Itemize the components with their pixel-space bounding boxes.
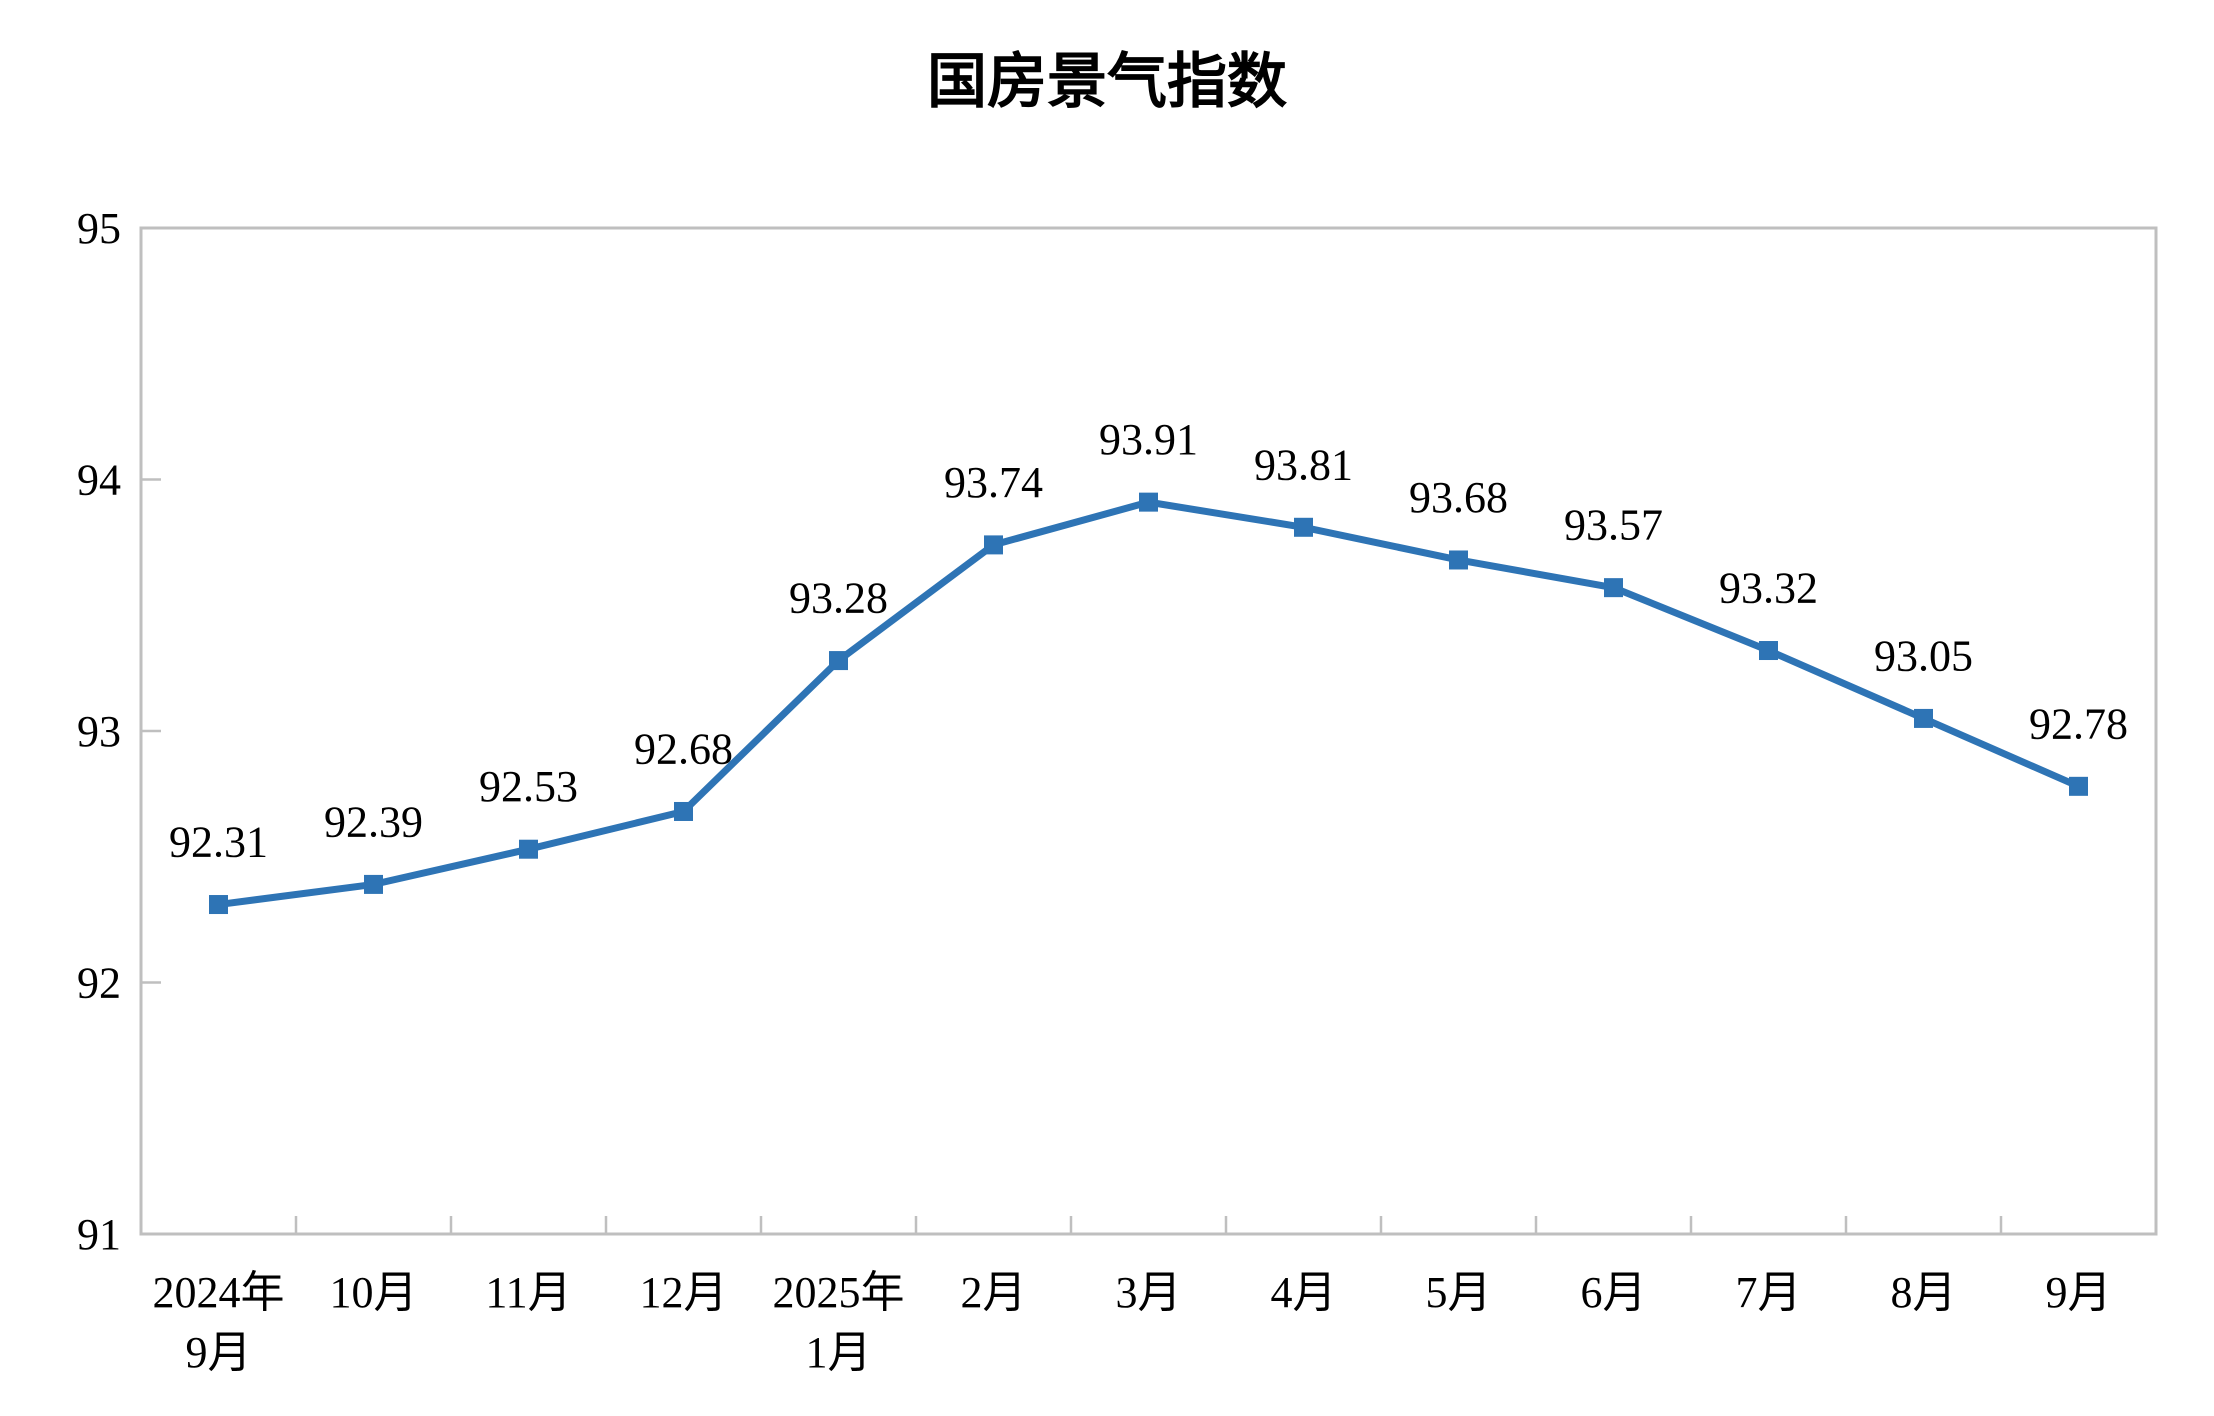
index-line bbox=[215, 498, 2082, 909]
data-point-label: 93.74 bbox=[944, 458, 1043, 507]
data-point-label: 92.31 bbox=[169, 818, 268, 867]
data-point-label: 93.32 bbox=[1719, 564, 1818, 613]
data-point-label: 93.91 bbox=[1099, 415, 1198, 464]
data-point-marker bbox=[519, 839, 538, 859]
x-axis-tick-label: 2025年 1月 bbox=[773, 1268, 905, 1377]
y-axis-tick-label: 94 bbox=[77, 456, 121, 505]
data-point-marker bbox=[1759, 641, 1778, 661]
data-point-label: 92.53 bbox=[479, 762, 578, 811]
data-point-label: 92.39 bbox=[324, 797, 423, 846]
data-point-marker bbox=[829, 651, 848, 671]
x-axis-tick-label: 9月 bbox=[2046, 1268, 2112, 1317]
data-point-marker bbox=[2069, 776, 2088, 796]
data-point-marker bbox=[984, 535, 1003, 555]
data-point-marker bbox=[1914, 708, 1933, 728]
x-axis-tick-label: 4月 bbox=[1271, 1268, 1337, 1317]
data-point-marker bbox=[1294, 517, 1313, 537]
data-point-label: 93.57 bbox=[1564, 501, 1663, 550]
x-axis-tick-label: 7月 bbox=[1736, 1268, 1802, 1317]
data-point-marker bbox=[364, 874, 383, 894]
x-axis-tick-label: 6月 bbox=[1581, 1268, 1647, 1317]
data-point-marker bbox=[1139, 492, 1158, 512]
data-point-label: 93.05 bbox=[1874, 631, 1973, 680]
y-axis-tick-label: 91 bbox=[77, 1210, 121, 1259]
data-point-label: 93.28 bbox=[789, 574, 888, 623]
data-point-label: 92.68 bbox=[634, 724, 733, 773]
data-point-label: 92.78 bbox=[2029, 699, 2128, 748]
x-axis-tick-label: 2024年 9月 bbox=[153, 1268, 285, 1377]
x-axis-tick-label: 12月 bbox=[640, 1268, 728, 1317]
x-axis-tick-label: 2月 bbox=[961, 1268, 1027, 1317]
chart-title: 国房景气指数 bbox=[927, 48, 1287, 115]
y-axis-tick-label: 95 bbox=[77, 204, 121, 253]
data-point-label: 93.68 bbox=[1409, 473, 1508, 522]
data-point-marker bbox=[1449, 550, 1468, 570]
plot-border bbox=[139, 226, 2158, 1236]
data-point-marker bbox=[674, 801, 693, 821]
x-axis-tick-label: 5月 bbox=[1426, 1268, 1492, 1317]
x-axis-tick-label: 10月 bbox=[330, 1268, 418, 1317]
x-axis-tick-label: 11月 bbox=[485, 1268, 571, 1317]
y-axis-tick-label: 92 bbox=[77, 959, 121, 1008]
x-axis-tick-label: 3月 bbox=[1116, 1268, 1182, 1317]
data-point-marker bbox=[209, 895, 228, 915]
data-point-label: 93.81 bbox=[1254, 440, 1353, 489]
y-axis-tick-label: 93 bbox=[77, 707, 121, 756]
data-point-marker bbox=[1604, 578, 1623, 598]
x-axis-tick-label: 8月 bbox=[1891, 1268, 1957, 1317]
